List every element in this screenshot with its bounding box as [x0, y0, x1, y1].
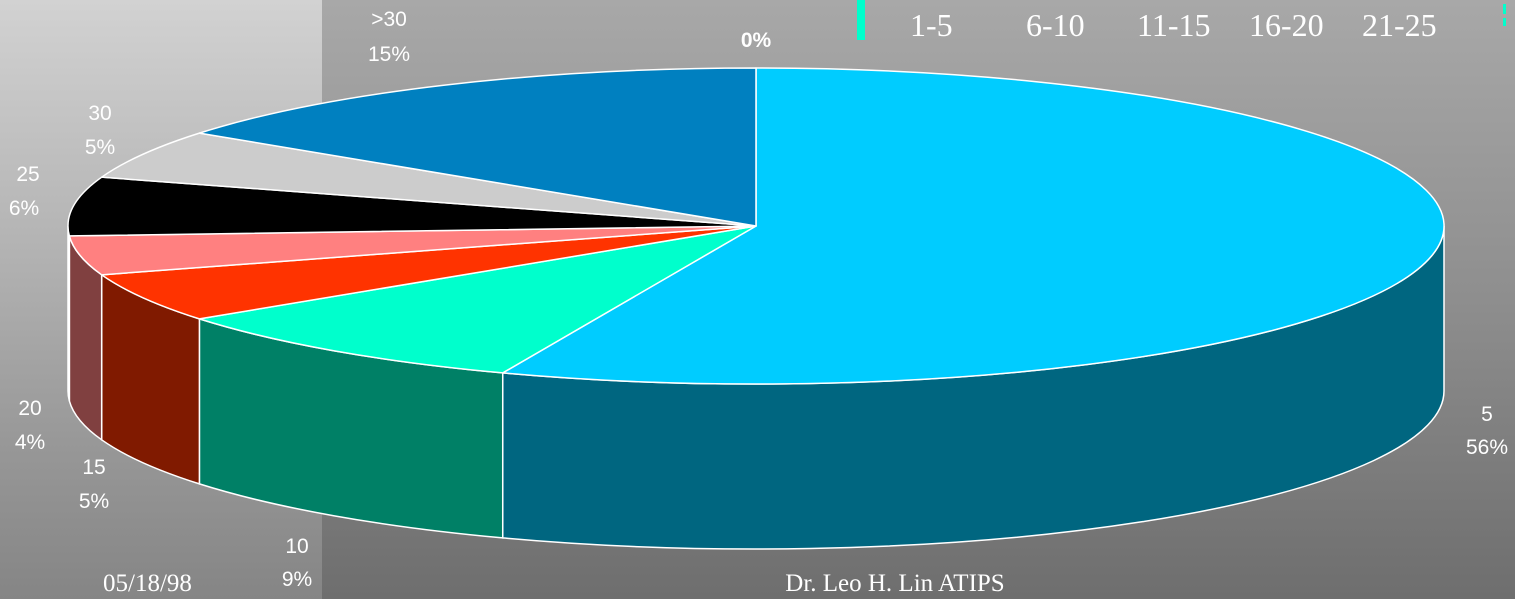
slice-percent-10: 9% — [282, 568, 312, 591]
legend-swatch — [857, 0, 865, 40]
pie-slice-over30 — [198, 67, 757, 227]
pie-tops — [67, 67, 1445, 385]
footer-date: 05/18/98 — [103, 570, 192, 597]
footer-author: Dr. Leo H. Lin ATIPS — [785, 570, 1004, 597]
legend-entry-11-15: 11-15 — [1137, 7, 1210, 43]
slice-percent-zero: 0% — [741, 29, 772, 52]
slice-percent-15: 5% — [79, 490, 109, 513]
slice-percent-5: 56% — [1466, 436, 1508, 459]
slice-label-5: 5 — [1481, 403, 1493, 426]
slice-label-25: 25 — [16, 163, 39, 186]
slice-percent-30: 5% — [85, 136, 115, 159]
slice-label-20: 20 — [18, 397, 41, 420]
pie-slice-15 — [100, 225, 757, 320]
pie-slice-10 — [198, 225, 757, 374]
slice-label-15: 15 — [82, 456, 105, 479]
pie-slice-5 — [501, 67, 1445, 385]
legend-swatch-edge — [1503, 4, 1506, 14]
pie-slice-25 — [67, 176, 757, 237]
legend: 1-5 6-10 11-15 16-20 21-25 — [857, 0, 1506, 43]
slice-percent-25: 6% — [9, 197, 39, 220]
slice-label-30: 30 — [88, 102, 111, 125]
legend-entry-21-25: 21-25 — [1362, 7, 1437, 43]
slice-label-over30: >30 — [371, 8, 407, 31]
legend-swatch-edge — [1503, 18, 1506, 26]
slice-percent-20: 4% — [15, 431, 45, 454]
pie-sides — [67, 225, 1445, 550]
legend-entry-16-20: 16-20 — [1249, 7, 1324, 43]
pie-slice-30 — [100, 132, 757, 227]
slice-percent-over30: 15% — [368, 43, 410, 66]
slice-label-10: 10 — [285, 535, 308, 558]
legend-entry-6-10: 6-10 — [1026, 7, 1085, 43]
pie-side-25 — [67, 225, 71, 402]
legend-entry-1-5: 1-5 — [910, 7, 953, 43]
